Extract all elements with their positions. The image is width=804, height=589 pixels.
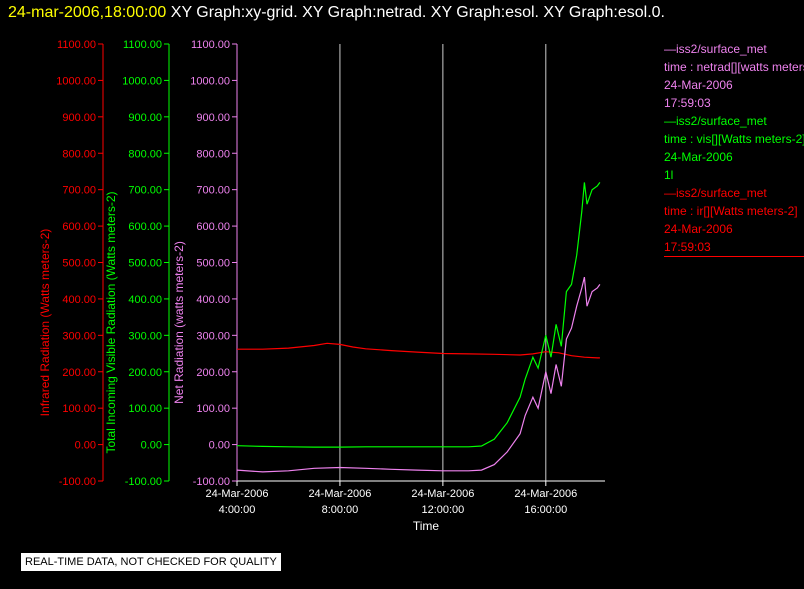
y-tick-label-0: 600.00	[62, 221, 96, 233]
y-tick-label-2: 400.00	[196, 294, 230, 306]
y-tick-label-2: 600.00	[196, 221, 230, 233]
y-tick-label-1: 800.00	[128, 148, 162, 160]
y-tick-label-0: 900.00	[62, 112, 96, 124]
y-tick-label-0: 800.00	[62, 148, 96, 160]
y-tick-label-1: 400.00	[128, 294, 162, 306]
series-line-0	[237, 342, 600, 359]
y-tick-label-1: 1100.00	[123, 39, 162, 51]
y-tick-label-2: 800.00	[196, 148, 230, 160]
y-tick-label-1: 500.00	[128, 258, 162, 270]
x-axis-title: Time	[413, 519, 440, 533]
x-tick-time: 8:00:00	[322, 504, 359, 516]
legend-time: 1l	[664, 168, 674, 182]
y-tick-label-1: 200.00	[128, 367, 162, 379]
x-tick-time: 12:00:00	[421, 504, 464, 516]
y-axis-title-1: Total Incoming Visible Radiation (Watts …	[104, 191, 118, 453]
legend-time: 17:59:03	[664, 240, 711, 254]
y-tick-label-0: 1100.00	[57, 39, 96, 51]
y-tick-label-0: 1000.00	[56, 75, 96, 87]
y-tick-label-0: 200.00	[62, 367, 96, 379]
series-line-2	[236, 276, 601, 473]
header-timestamp: 24-mar-2006,18:00:00	[8, 4, 167, 21]
y-tick-label-2: 100.00	[196, 403, 230, 415]
y-tick-label-2: 900.00	[196, 112, 230, 124]
y-tick-label-2: 200.00	[196, 367, 230, 379]
x-tick-date: 24-Mar-2006	[411, 488, 474, 500]
y-tick-label-1: 1000.00	[122, 75, 162, 87]
y-axis-title-0: Infrared Radiation (Watts meters-2)	[38, 229, 52, 417]
legend-variable: time : ir[][Watts meters-2]	[664, 204, 798, 218]
x-tick-time: 4:00:00	[219, 504, 256, 516]
y-tick-label-0: 400.00	[62, 294, 96, 306]
x-tick-date: 24-Mar-2006	[514, 488, 577, 500]
chart-header: 24-mar-2006,18:00:00 XY Graph:xy-grid. X…	[8, 3, 665, 23]
y-tick-label-2: 1000.00	[190, 75, 230, 87]
legend-date: 24-Mar-2006	[664, 222, 733, 236]
y-tick-label-2: 1100.00	[191, 39, 230, 51]
legend-source: —iss2/surface_met	[664, 42, 767, 56]
x-tick-time: 16:00:00	[524, 504, 567, 516]
y-tick-label-2: 300.00	[196, 330, 230, 342]
y-tick-label-0: -100.00	[59, 476, 96, 488]
legend-source: —iss2/surface_met	[664, 186, 767, 200]
y-axis-title-2: Net Radiation (watts meters-2)	[172, 241, 186, 404]
y-tick-label-1: 700.00	[128, 185, 162, 197]
quality-notice: REAL-TIME DATA, NOT CHECKED FOR QUALITY	[20, 552, 282, 572]
y-tick-label-2: 700.00	[196, 185, 230, 197]
y-tick-label-1: -100.00	[125, 476, 162, 488]
y-tick-label-1: 600.00	[128, 221, 162, 233]
legend-time: 17:59:03	[664, 96, 711, 110]
y-tick-label-1: 0.00	[141, 440, 162, 452]
y-tick-label-1: 100.00	[128, 403, 162, 415]
x-tick-date: 24-Mar-2006	[308, 488, 371, 500]
y-tick-label-2: 500.00	[196, 258, 230, 270]
y-tick-label-0: 0.00	[75, 440, 96, 452]
y-tick-label-2: 0.00	[209, 440, 230, 452]
y-tick-label-2: -100.00	[193, 476, 230, 488]
y-tick-label-0: 300.00	[62, 330, 96, 342]
y-tick-label-0: 100.00	[62, 403, 96, 415]
legend-bottom-rule	[664, 256, 804, 257]
legend-variable: time : vis[][Watts meters-2]	[664, 132, 804, 146]
legend-source: —iss2/surface_met	[664, 114, 767, 128]
y-tick-label-0: 500.00	[62, 258, 96, 270]
header-title: XY Graph:xy-grid. XY Graph:netrad. XY Gr…	[170, 4, 665, 21]
series-line-1	[236, 182, 601, 448]
legend-variable: time : netrad[][watts meters-2]	[664, 60, 804, 74]
x-tick-date: 24-Mar-2006	[206, 488, 269, 500]
legend-date: 24-Mar-2006	[664, 78, 733, 92]
y-tick-label-1: 900.00	[128, 112, 162, 124]
y-tick-label-0: 700.00	[62, 185, 96, 197]
legend-date: 24-Mar-2006	[664, 150, 733, 164]
y-tick-label-1: 300.00	[128, 330, 162, 342]
